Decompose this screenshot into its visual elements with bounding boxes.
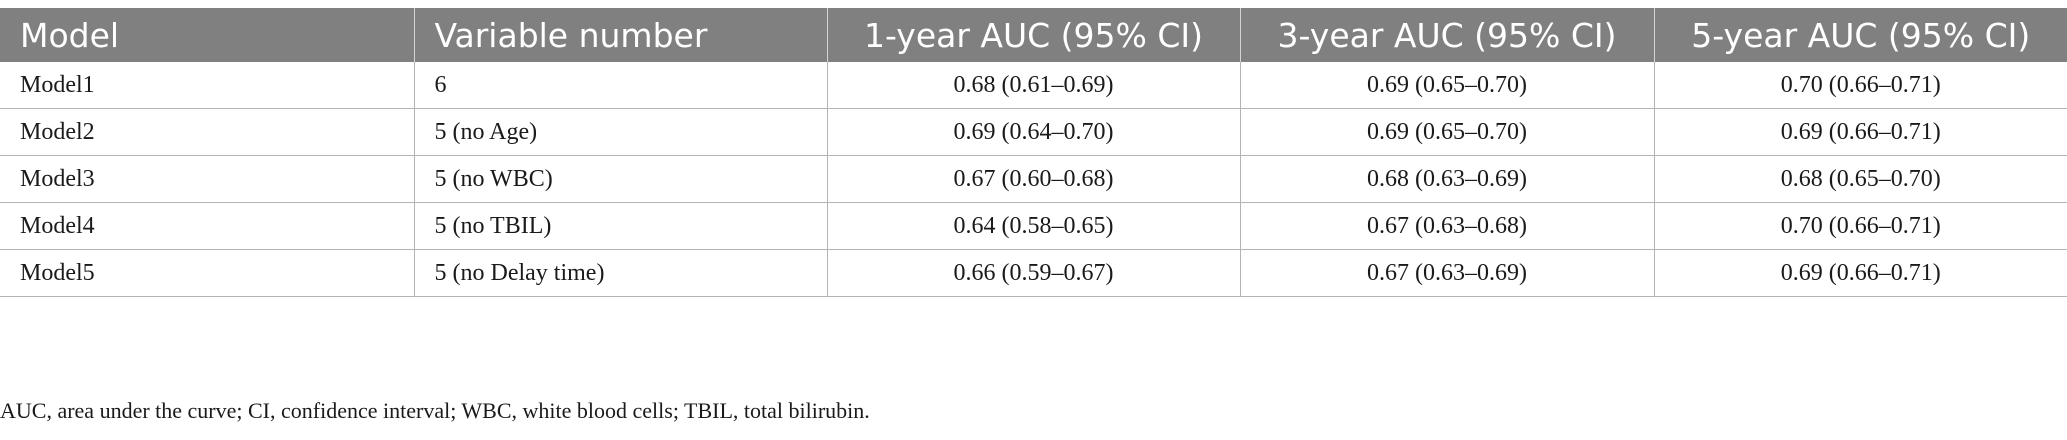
cell-3-year-auc: 0.69 (0.65–0.70): [1239, 62, 1655, 109]
cell-5-year-auc: 0.69 (0.66–0.71): [1653, 249, 2067, 297]
header-model: Model: [0, 8, 415, 62]
cell-model: Model4: [0, 202, 415, 250]
cell-3-year-auc: 0.67 (0.63–0.69): [1239, 249, 1655, 297]
cell-1-year-auc: 0.64 (0.58–0.65): [826, 202, 1241, 250]
cell-variable-number: 5 (no Delay time): [413, 249, 828, 297]
cell-model: Model5: [0, 249, 415, 297]
cell-variable-number: 5 (no TBIL): [413, 202, 828, 250]
cell-variable-number: 5 (no WBC): [413, 155, 828, 203]
cell-3-year-auc: 0.69 (0.65–0.70): [1239, 108, 1655, 156]
header-variable-number: Variable number: [413, 8, 828, 62]
table-row: Model4 5 (no TBIL) 0.64 (0.58–0.65) 0.67…: [0, 202, 2067, 250]
cell-5-year-auc: 0.70 (0.66–0.71): [1653, 202, 2067, 250]
cell-5-year-auc: 0.69 (0.66–0.71): [1653, 108, 2067, 156]
cell-3-year-auc: 0.68 (0.63–0.69): [1239, 155, 1655, 203]
cell-1-year-auc: 0.69 (0.64–0.70): [826, 108, 1241, 156]
cell-5-year-auc: 0.70 (0.66–0.71): [1653, 62, 2067, 109]
cell-3-year-auc: 0.67 (0.63–0.68): [1239, 202, 1655, 250]
table-footnote: AUC, area under the curve; CI, confidenc…: [0, 398, 870, 423]
table-row: Model1 6 0.68 (0.61–0.69) 0.69 (0.65–0.7…: [0, 62, 2067, 109]
table-header: Model Variable number 1-year AUC (95% CI…: [0, 8, 2067, 62]
cell-model: Model3: [0, 155, 415, 203]
table-body: Model1 6 0.68 (0.61–0.69) 0.69 (0.65–0.7…: [0, 62, 2067, 297]
auc-table-container: Model Variable number 1-year AUC (95% CI…: [0, 8, 2067, 297]
cell-variable-number: 5 (no Age): [413, 108, 828, 156]
cell-variable-number: 6: [413, 62, 828, 109]
table-row: Model2 5 (no Age) 0.69 (0.64–0.70) 0.69 …: [0, 108, 2067, 156]
header-1-year-auc: 1-year AUC (95% CI): [826, 8, 1241, 62]
auc-comparison-table: Model Variable number 1-year AUC (95% CI…: [0, 8, 2067, 297]
table-row: Model5 5 (no Delay time) 0.66 (0.59–0.67…: [0, 249, 2067, 297]
cell-1-year-auc: 0.68 (0.61–0.69): [826, 62, 1241, 109]
cell-model: Model1: [0, 62, 415, 109]
header-3-year-auc: 3-year AUC (95% CI): [1239, 8, 1655, 62]
cell-5-year-auc: 0.68 (0.65–0.70): [1653, 155, 2067, 203]
cell-1-year-auc: 0.66 (0.59–0.67): [826, 249, 1241, 297]
table-row: Model3 5 (no WBC) 0.67 (0.60–0.68) 0.68 …: [0, 155, 2067, 203]
cell-model: Model2: [0, 108, 415, 156]
header-row: Model Variable number 1-year AUC (95% CI…: [0, 8, 2067, 62]
header-5-year-auc: 5-year AUC (95% CI): [1653, 8, 2067, 62]
cell-1-year-auc: 0.67 (0.60–0.68): [826, 155, 1241, 203]
